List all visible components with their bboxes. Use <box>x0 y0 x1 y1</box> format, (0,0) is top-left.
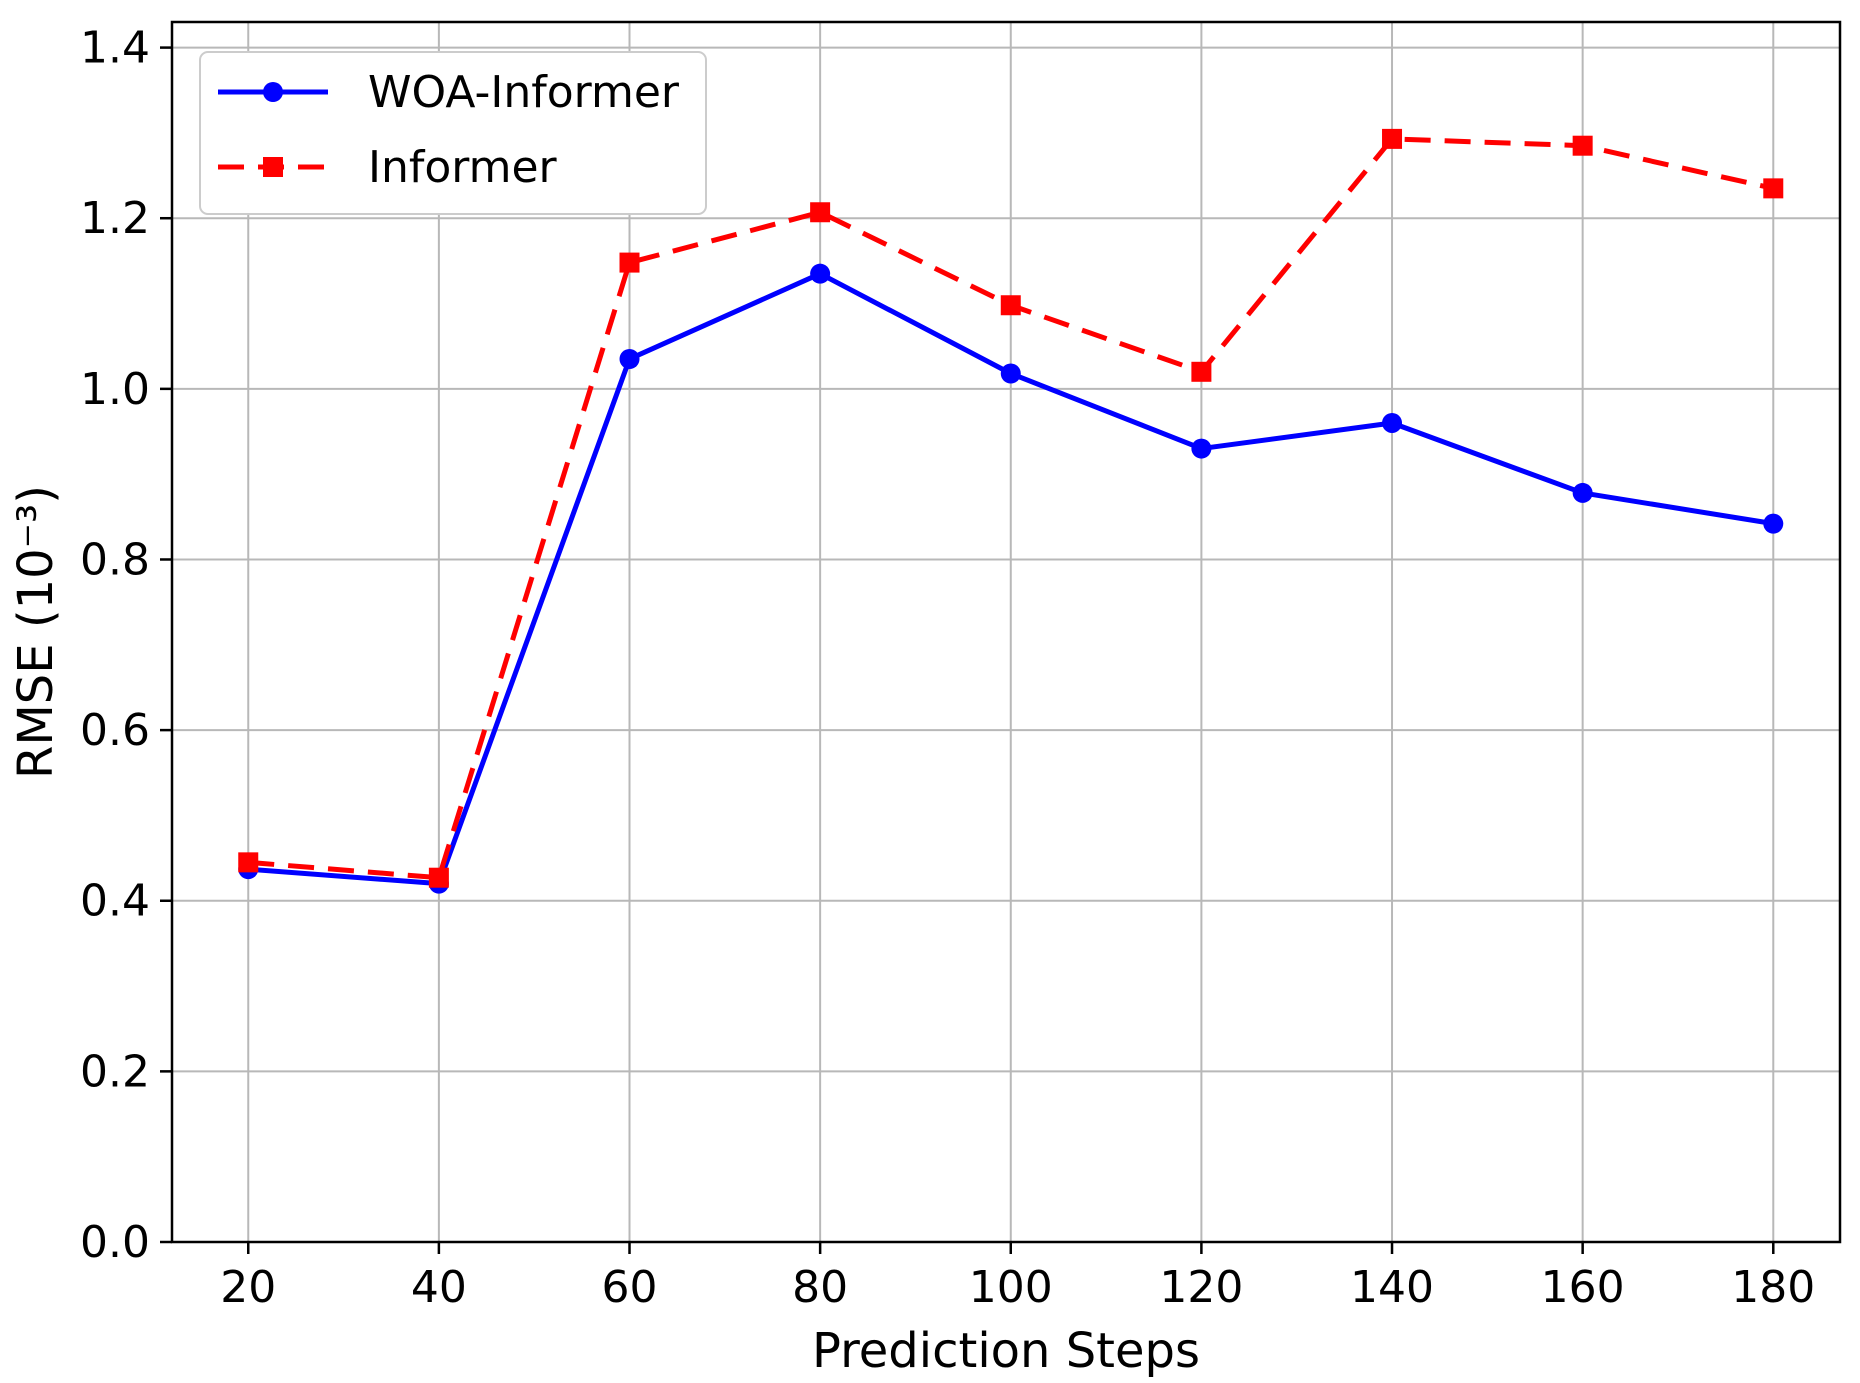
data-point-woa-informer <box>1572 482 1593 503</box>
y-axis-title: RMSE (10⁻³) <box>8 485 64 779</box>
data-point-informer <box>810 202 831 223</box>
data-point-informer <box>1000 295 1021 316</box>
data-point-woa-informer <box>1382 412 1403 433</box>
x-tick-label: 120 <box>1159 1262 1243 1313</box>
y-tick-label: 0.6 <box>80 705 150 756</box>
legend-marker-informer <box>263 157 283 177</box>
x-tick-label: 40 <box>411 1262 467 1313</box>
data-point-woa-informer <box>1191 438 1212 459</box>
data-point-informer <box>619 252 640 273</box>
x-axis-title: Prediction Steps <box>812 1323 1200 1379</box>
legend-label-woa-informer: WOA-Informer <box>368 67 680 118</box>
data-point-informer <box>1191 361 1212 382</box>
legend-marker-woa-informer <box>263 82 283 102</box>
x-tick-label: 160 <box>1541 1262 1625 1313</box>
plot-frame <box>170 20 1842 1244</box>
data-point-woa-informer <box>1000 363 1021 384</box>
y-tick-label: 0.4 <box>80 876 150 927</box>
data-point-informer <box>1382 128 1403 149</box>
data-point-informer <box>1572 135 1593 156</box>
y-tick-label: 0.0 <box>80 1217 150 1268</box>
x-tick-label: 140 <box>1350 1262 1434 1313</box>
series-layer <box>238 128 1784 894</box>
data-point-informer <box>428 867 449 888</box>
legend: WOA-Informer Informer <box>199 51 707 215</box>
tick-layer: 20 40 60 80 100 120 140 160 180 0.0 0.2 0.4 0.6 0.8 1.… <box>80 23 1815 1313</box>
data-point-woa-informer <box>619 348 640 369</box>
x-tick-label: 80 <box>792 1262 848 1313</box>
legend-label-informer: Informer <box>368 142 558 193</box>
data-point-woa-informer <box>1763 513 1784 534</box>
y-tick-label: 0.2 <box>80 1046 150 1097</box>
data-point-informer <box>1763 178 1784 199</box>
x-tick-label: 100 <box>969 1262 1053 1313</box>
data-point-woa-informer <box>810 263 831 284</box>
y-tick-label: 1.2 <box>80 193 150 244</box>
y-tick-label: 1.0 <box>80 364 150 415</box>
data-point-informer <box>238 852 259 873</box>
x-tick-label: 60 <box>602 1262 658 1313</box>
x-tick-label: 20 <box>220 1262 276 1313</box>
y-tick-label: 1.4 <box>80 23 150 74</box>
x-tick-label: 180 <box>1731 1262 1815 1313</box>
y-tick-label: 0.8 <box>80 534 150 585</box>
